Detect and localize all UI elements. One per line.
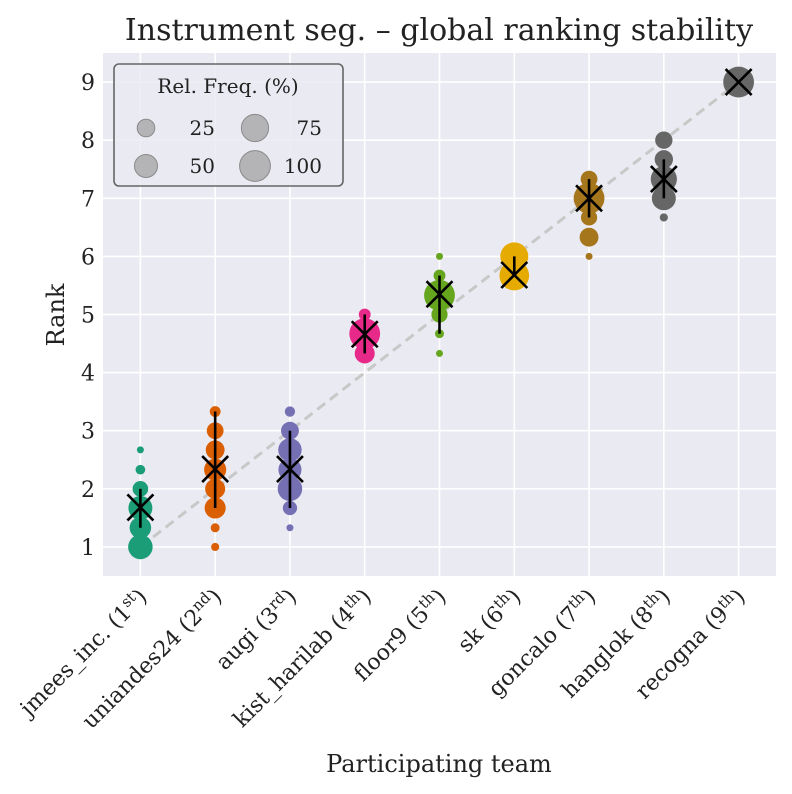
x-tick-label: kist_harilab (4th)	[227, 582, 377, 732]
mean-rank-marker	[126, 493, 155, 522]
team-group-jmees_inc.	[126, 446, 155, 560]
y-tick-label: 9	[81, 71, 95, 96]
legend-label: 75	[297, 116, 322, 140]
mean-rank-marker	[500, 261, 529, 289]
y-tick-label: 6	[81, 245, 95, 270]
mean-rank-marker	[276, 455, 304, 483]
frequency-point	[286, 524, 294, 532]
y-tick-label: 4	[81, 362, 95, 387]
team-group-sk	[499, 242, 530, 291]
frequency-point	[136, 446, 144, 454]
legend-size-marker	[136, 118, 156, 138]
y-tick-label: 8	[81, 129, 95, 154]
mean-rank-marker	[724, 68, 753, 96]
legend-title: Rel. Freq. (%)	[157, 74, 298, 98]
legend-label: 25	[190, 116, 215, 140]
frequency-point	[585, 252, 593, 260]
frequency-point	[435, 252, 444, 260]
x-tick-label: jmees_inc. (1st)	[12, 582, 153, 723]
legend-label: 50	[190, 154, 215, 178]
data-marks	[126, 66, 755, 560]
legend-size-marker	[239, 150, 271, 182]
mean-rank-marker	[201, 455, 230, 483]
chart-title: Instrument seg. – global ranking stabili…	[125, 13, 753, 48]
frequency-point	[135, 464, 146, 475]
frequency-point	[659, 213, 668, 222]
x-tick-labels: jmees_inc. (1st)uniandes24 (2nd)augi (3r…	[12, 582, 751, 735]
legend-label: 100	[284, 154, 322, 178]
x-tick-label: sk (6th)	[451, 582, 526, 657]
mean-rank-marker	[425, 280, 454, 309]
team-group-goncalo	[573, 170, 605, 260]
y-tick-label: 5	[81, 304, 95, 329]
legend-size-marker	[133, 153, 159, 179]
y-tick-label: 2	[81, 478, 95, 503]
frequency-point	[579, 227, 599, 247]
frequency-point	[655, 131, 673, 149]
x-axis-label: Participating team	[326, 750, 552, 778]
mean-rank-marker	[350, 320, 379, 349]
team-group-floor9	[424, 252, 455, 357]
legend: Rel. Freq. (%) 25 50 75 100	[113, 63, 344, 187]
y-tick-label: 1	[81, 536, 95, 561]
team-group-uniandes24	[201, 406, 230, 552]
mean-rank-marker	[649, 165, 678, 194]
frequency-point	[435, 349, 444, 357]
team-group-augi	[276, 406, 304, 532]
team-group-kist_harilab	[349, 308, 381, 364]
frequency-point	[210, 523, 220, 533]
frequency-point	[284, 406, 296, 417]
frequency-point	[211, 542, 220, 552]
reference-diagonal-line	[139, 80, 740, 549]
team-group-hanglok	[649, 131, 678, 222]
mean-rank-marker	[575, 184, 603, 213]
frequency-point	[128, 534, 153, 560]
y-tick-label: 7	[81, 187, 95, 212]
frequency-point	[435, 329, 444, 339]
y-tick-label: 3	[81, 420, 95, 445]
y-tick-labels: 1 2 3 4 5 6 7 8 9	[81, 71, 95, 561]
y-axis-label: Rank	[42, 283, 70, 346]
legend-size-marker	[240, 113, 270, 143]
team-group-recogna	[723, 66, 755, 98]
legend-box	[113, 63, 344, 187]
x-tick-label: uniandes24 (2nd)	[76, 582, 228, 734]
